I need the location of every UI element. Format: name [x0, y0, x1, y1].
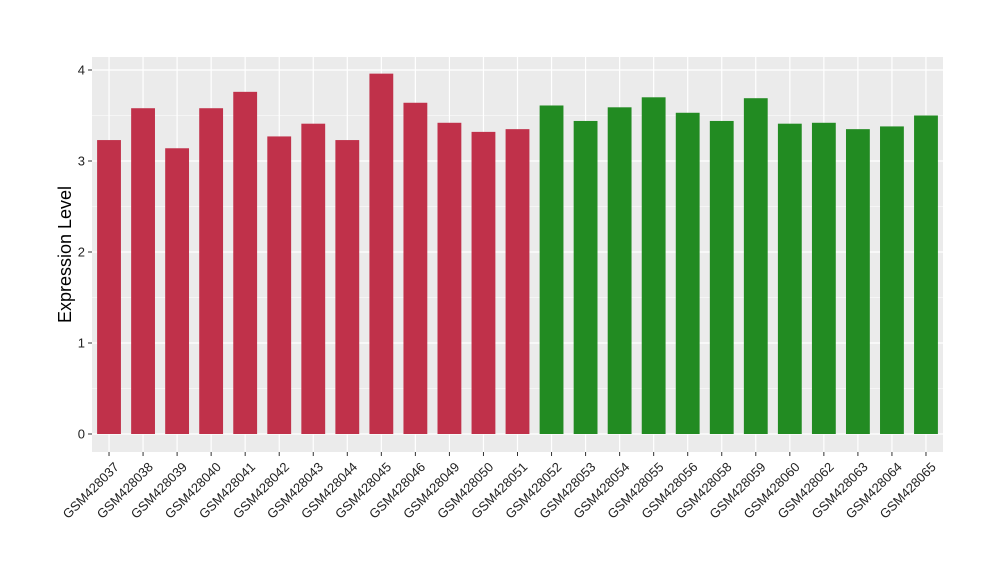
y-tick-label: 4 [78, 63, 85, 78]
bar-GSM428050 [471, 131, 496, 434]
bar-GSM428049 [437, 122, 462, 434]
bar-GSM428043 [301, 123, 326, 434]
bar-GSM428052 [539, 105, 564, 435]
y-tick-label: 2 [78, 245, 85, 260]
bar-GSM428042 [267, 136, 292, 434]
bar-GSM428062 [811, 122, 836, 434]
y-tick-label: 3 [78, 154, 85, 169]
bar-GSM428060 [777, 123, 802, 434]
bar-GSM428039 [165, 148, 190, 434]
bars [97, 73, 938, 435]
bar-GSM428055 [641, 97, 666, 435]
bar-GSM428038 [131, 108, 155, 434]
bar-GSM428056 [675, 112, 700, 435]
bar-GSM428041 [233, 91, 258, 434]
bar-GSM428054 [607, 107, 632, 434]
bar-GSM428037 [97, 140, 121, 434]
bar-GSM428064 [880, 126, 904, 435]
bar-GSM428046 [403, 102, 428, 434]
bar-GSM428051 [505, 129, 530, 434]
bar-GSM428058 [709, 120, 734, 435]
y-axis: 0 1 2 3 4 [78, 63, 92, 442]
bar-GSM428063 [845, 129, 870, 434]
y-tick-label: 0 [78, 427, 85, 442]
bar-GSM428059 [743, 98, 768, 435]
y-tick-label: 1 [78, 336, 85, 351]
bar-GSM428045 [369, 73, 394, 434]
bar-GSM428044 [335, 140, 360, 434]
y-axis-title: Expression Level [55, 186, 75, 323]
bar-GSM428040 [199, 108, 224, 434]
x-axis: GSM428037GSM428038GSM428039GSM428040GSM4… [60, 452, 939, 522]
bar-GSM428053 [573, 120, 598, 435]
bar-GSM428065 [914, 115, 938, 434]
